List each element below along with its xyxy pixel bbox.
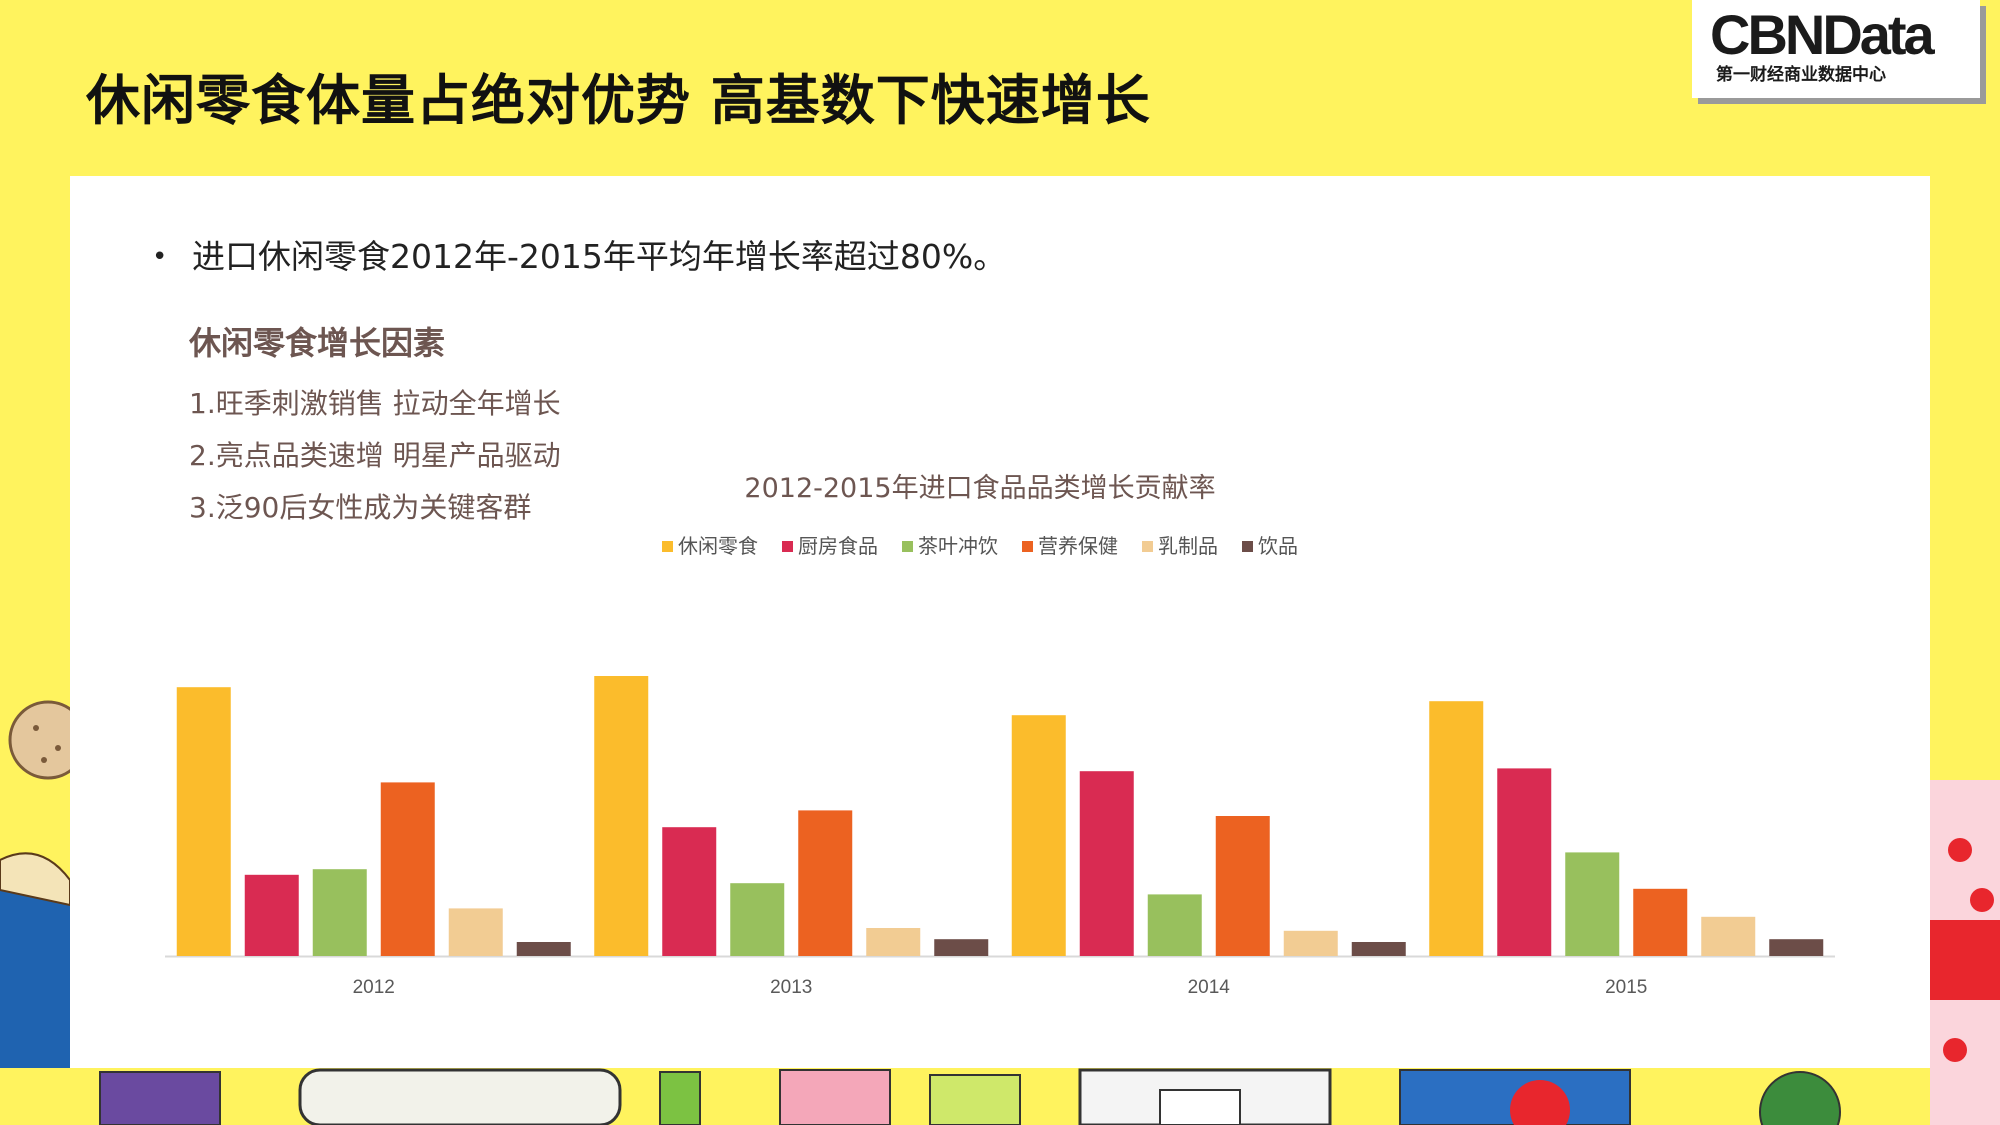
- chart-legend: 休闲零食 厨房食品 茶叶冲饮 营养保健 乳制品 饮品: [70, 530, 1890, 559]
- bar: [798, 810, 853, 956]
- bar: [176, 687, 231, 956]
- legend-swatch: [1022, 541, 1033, 552]
- bar: [662, 827, 717, 956]
- content-panel: • 进口休闲零食2012年-2015年平均年增长率超过80%。 休闲零食增长因素 …: [70, 176, 1930, 1068]
- bar: [594, 676, 649, 956]
- bar: [516, 942, 571, 956]
- legend-label: 乳制品: [1158, 534, 1218, 558]
- legend-label: 茶叶冲饮: [918, 534, 998, 558]
- bar: [1769, 939, 1824, 956]
- ice-cream-cup-illustration: [0, 852, 71, 1068]
- legend-swatch: [1242, 541, 1253, 552]
- bar: [312, 869, 367, 956]
- bar: [1565, 852, 1620, 956]
- legend-item: 饮品: [1242, 530, 1298, 559]
- bar: [380, 782, 435, 956]
- bar: [1079, 771, 1134, 956]
- legend-label: 厨房食品: [798, 534, 878, 558]
- bar: [934, 939, 989, 956]
- bar: [1701, 916, 1756, 956]
- bullet-point: • 进口休闲零食2012年-2015年平均年增长率超过80%。: [152, 230, 1006, 278]
- strawberry-box-illustration: [1930, 780, 2000, 1125]
- bar: [1429, 701, 1484, 956]
- legend-label: 营养保健: [1038, 534, 1118, 558]
- legend-label: 休闲零食: [678, 534, 758, 558]
- legend-item: 营养保健: [1022, 530, 1118, 559]
- legend-swatch: [1142, 541, 1153, 552]
- legend-swatch: [902, 541, 913, 552]
- x-tick-label: 2015: [1605, 977, 1647, 998]
- bar: [1351, 942, 1406, 956]
- bar: [1011, 715, 1066, 956]
- x-tick-label: 2014: [1188, 977, 1231, 998]
- bar: [1215, 816, 1270, 956]
- factor-item-2: 2.亮点品类速增 明星产品驱动: [189, 439, 561, 472]
- bar: [866, 928, 921, 956]
- bar: [1147, 894, 1202, 956]
- page-title: 休闲零食体量占绝对优势 高基数下快速增长: [86, 69, 1151, 132]
- x-tick-label: 2012: [353, 977, 395, 998]
- bar: [1633, 888, 1688, 956]
- legend-label: 饮品: [1258, 534, 1298, 558]
- factor-item-1: 1.旺季刺激销售 拉动全年增长: [189, 387, 561, 420]
- legend-item: 休闲零食: [662, 530, 758, 559]
- logo-subtitle: 第一财经商业数据中心: [1716, 65, 1886, 85]
- cbndata-logo: CBNData 第一财经商业数据中心: [1692, 0, 1980, 98]
- snack-packages-illustration: [99, 1068, 1841, 1125]
- legend-swatch: [662, 541, 673, 552]
- bar-chart: 2012 2013 2014 2015: [165, 676, 1835, 998]
- factors-title: 休闲零食增长因素: [189, 324, 446, 362]
- bar: [730, 883, 785, 956]
- bullet-text: 进口休闲零食2012年-2015年平均年增长率超过80%。: [192, 237, 1007, 276]
- chart-title: 2012-2015年进口食品品类增长贡献率: [744, 473, 1216, 504]
- legend-item: 厨房食品: [782, 530, 878, 559]
- factor-item-3: 3.泛90后女性成为关键客群: [189, 491, 532, 524]
- bullet-icon: •: [152, 242, 168, 272]
- x-tick-label: 2013: [770, 977, 812, 998]
- bar: [1497, 768, 1552, 956]
- legend-item: 乳制品: [1142, 530, 1218, 559]
- logo-name: CBNData: [1710, 3, 1935, 66]
- legend-item: 茶叶冲饮: [902, 530, 998, 559]
- bar: [244, 874, 299, 956]
- legend-swatch: [782, 541, 793, 552]
- bar: [448, 908, 503, 956]
- bar: [1283, 930, 1338, 956]
